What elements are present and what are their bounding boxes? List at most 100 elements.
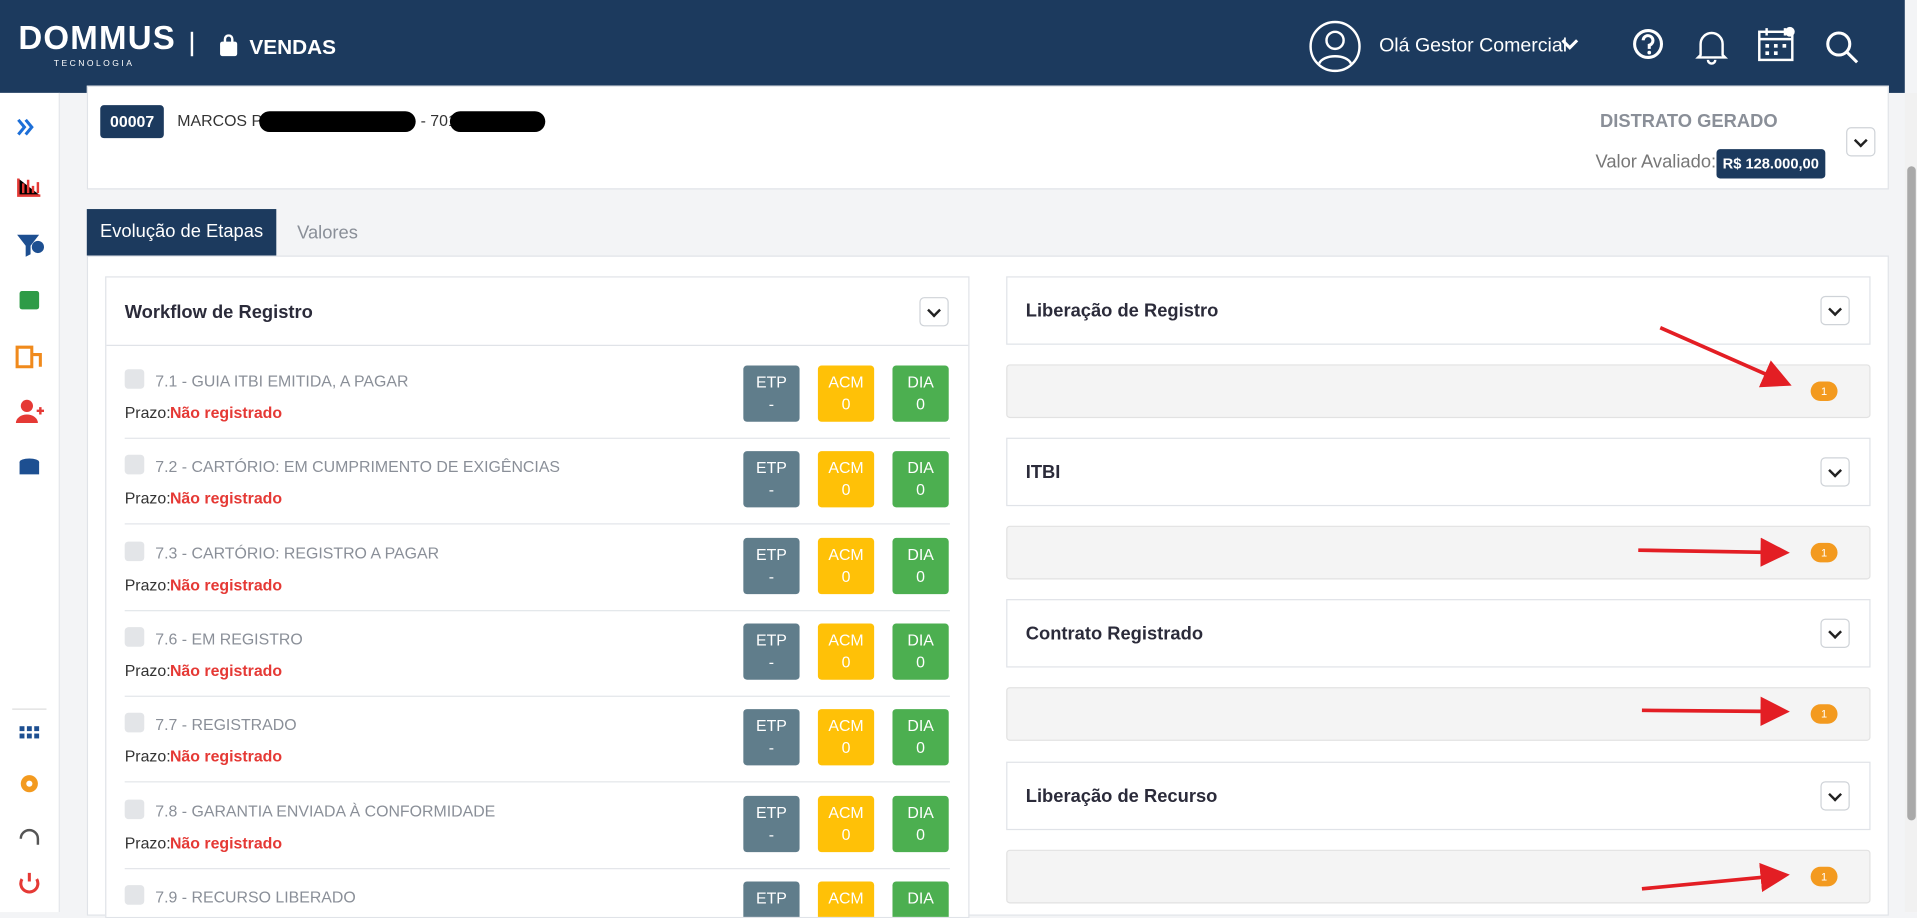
badge-label: DIA	[907, 458, 934, 478]
badge-value: 0	[916, 394, 926, 414]
prazo-value: Não registrado	[169, 575, 283, 594]
search-icon[interactable]	[1824, 29, 1861, 66]
badge-label: DIA	[907, 802, 934, 821]
panel-title: Contrato Registrado	[1025, 623, 1204, 645]
record-code: 00007	[100, 105, 165, 139]
badge: ETP -	[743, 709, 800, 766]
badge-value: -	[768, 738, 775, 758]
comment-bar: 1	[1006, 525, 1871, 580]
comment-bubble[interactable]: 1	[1810, 381, 1838, 402]
step-label: 7.8 - GARANTIA ENVIADA À CONFORMIDADE	[155, 801, 496, 820]
chevron[interactable]	[1559, 37, 1581, 54]
value-label: Valor Avaliado:	[1595, 151, 1717, 173]
badge-label: ETP	[755, 802, 787, 821]
checkbox[interactable]	[124, 455, 145, 475]
badge-value: 0	[841, 738, 851, 758]
comment-bubble[interactable]: 1	[1810, 704, 1838, 725]
step-label: 7.3 - CARTÓRIO: REGISTRO A PAGAR	[155, 543, 440, 562]
help-icon[interactable]	[1631, 27, 1668, 64]
badge: ETP	[743, 881, 800, 917]
panel-title: ITBI	[1025, 462, 1061, 484]
badge: DIA 0	[892, 709, 949, 766]
record-name: MARCOS PA	[177, 111, 272, 130]
badge-value: -	[768, 394, 775, 414]
badge-label: ETP	[755, 888, 787, 907]
step-label: 7.6 - EM REGISTRO	[155, 629, 303, 648]
comment-bar: 1	[1006, 364, 1871, 419]
badge-label: ETP	[755, 372, 787, 392]
checkbox[interactable]	[124, 369, 145, 389]
module[interactable]: VENDAS	[249, 35, 337, 59]
checkbox[interactable]	[124, 798, 145, 819]
badge-label: DIA	[907, 716, 934, 735]
badge-value: 0	[916, 480, 926, 500]
status: DISTRATO GERADO	[1599, 111, 1778, 133]
checkbox[interactable]	[124, 541, 145, 561]
step-label: 7.9 - RECURSO LIBERADO	[155, 887, 356, 906]
expand-button[interactable]	[1820, 295, 1850, 326]
badge: ACM 0	[817, 709, 875, 766]
sidebar-icons[interactable]	[0, 93, 59, 912]
top-bar: DOMMUS TECNOLOGIA VENDAS Olá Gestor Come…	[0, 0, 1905, 93]
prazo-label: Prazo:	[124, 489, 171, 508]
logo: DOMMUS	[18, 19, 177, 57]
badge-label: ETP	[755, 458, 787, 478]
greeting[interactable]: Olá Gestor Comercial	[1379, 35, 1568, 57]
comment-bar: 1	[1006, 849, 1871, 903]
badge-value: -	[768, 480, 775, 500]
tab[interactable]: Valores	[297, 222, 358, 244]
record-card: 00007 MARCOS PA - 701 DISTRATO GERADO Va…	[86, 85, 1889, 190]
prazo-value: Não registrado	[169, 403, 283, 422]
calendar-icon[interactable]	[1757, 26, 1799, 65]
prazo-value: Não registrado	[169, 489, 283, 508]
badge-value: 0	[841, 394, 851, 414]
panel-header: Contrato Registrado	[1006, 599, 1871, 669]
checkbox[interactable]	[124, 884, 145, 905]
panel-title: Liberação de Registro	[1025, 300, 1219, 322]
bell-icon[interactable]	[1694, 27, 1729, 66]
redaction	[449, 111, 546, 133]
checkbox[interactable]	[124, 712, 145, 733]
prazo-label: Prazo:	[124, 661, 171, 680]
step-label: 7.7 - REGISTRADO	[155, 715, 297, 734]
comment-bubble[interactable]: 1	[1810, 866, 1838, 886]
tab-active[interactable]: Evolução de Etapas	[86, 209, 277, 256]
checkbox[interactable]	[124, 627, 145, 647]
badge-label: DIA	[907, 372, 934, 392]
divider	[124, 695, 950, 697]
comment-bubble[interactable]: 1	[1810, 543, 1838, 563]
panel-title: Liberação de Recurso	[1025, 785, 1218, 807]
badge: DIA 0	[892, 623, 949, 680]
badge: ACM 0	[817, 451, 875, 508]
badge-label: DIA	[907, 888, 934, 907]
badge: DIA 0	[892, 795, 949, 852]
badge-label: ACM	[828, 372, 864, 392]
logo-sub: TECNOLOGIA	[53, 59, 135, 69]
prazo-value: Não registrado	[169, 661, 283, 680]
prazo-value: Não registrado	[169, 747, 283, 766]
badge: DIA	[892, 881, 949, 917]
badge: DIA 0	[892, 451, 949, 508]
expand-button[interactable]	[919, 297, 949, 327]
prazo-label: Prazo:	[124, 747, 171, 766]
badge: ACM 0	[817, 365, 875, 422]
badge-label: DIA	[907, 630, 934, 650]
badge: ACM 0	[817, 795, 875, 852]
avatar[interactable]	[1308, 20, 1362, 74]
scrollbar[interactable]	[1904, 92, 1917, 913]
scroll-thumb[interactable]	[1907, 166, 1916, 821]
bag-icon	[220, 34, 238, 57]
value: R$ 128.000,00	[1716, 149, 1825, 179]
divider	[124, 781, 950, 783]
badge-label: ETP	[755, 544, 787, 564]
badge: ETP -	[743, 451, 800, 508]
expand-button[interactable]	[1846, 127, 1876, 157]
divider	[190, 31, 194, 57]
expand-button[interactable]	[1820, 457, 1850, 487]
badge: ACM	[817, 881, 875, 917]
divider	[124, 523, 950, 525]
expand-button[interactable]	[1820, 780, 1850, 811]
comment-bar: 1	[1006, 687, 1871, 742]
expand-button[interactable]	[1820, 619, 1850, 649]
